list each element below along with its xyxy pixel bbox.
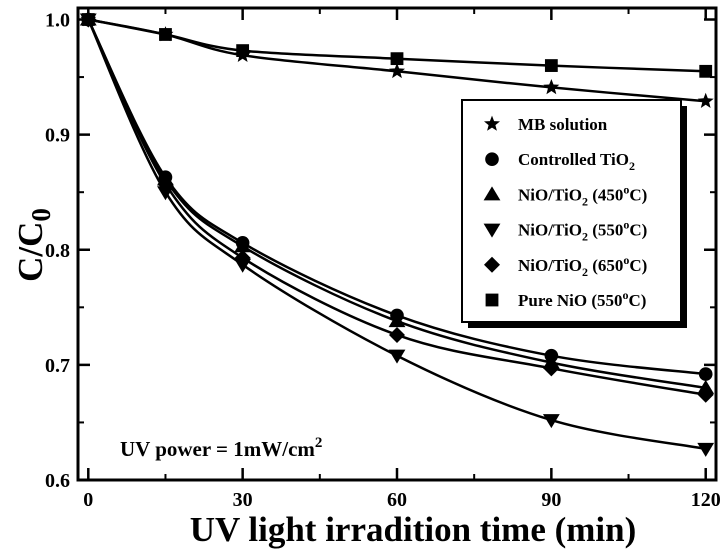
series-layer [79,11,715,457]
data-point [544,59,558,72]
legend-marker [484,115,500,131]
legend-marker [485,152,499,166]
legend-entry-label: NiO/TiO2 (450oC) [518,182,647,208]
legend-entry-label: MB solution [518,115,608,134]
y-axis-title-sub: 0 [26,208,56,222]
x-tick-label: 0 [83,489,93,511]
legend-marker [483,223,501,238]
data-point [543,79,560,95]
series-line [87,18,706,390]
data-point [157,176,174,193]
data-point [234,238,252,253]
y-axis-title-main: C/C [11,222,50,282]
data-point [542,414,560,429]
x-tick-label: 60 [387,489,407,511]
data-point [699,64,713,78]
data-point [390,52,404,66]
data-point [236,44,250,57]
legend-entry-label: NiO/TiO2 (550oC) [518,218,647,244]
data-point [389,326,405,343]
legend-marker [485,293,499,307]
y-tick-label: 0.6 [45,470,70,492]
legend-marker [483,186,501,201]
y-axis-title: C/C0 [11,208,56,282]
legend: MB solution Controlled TiO2 NiO/TiO2 (450o… [461,99,687,328]
data-point [698,367,713,381]
legend-box [461,99,682,323]
legend-entry-label: Controlled TiO2 [518,150,635,173]
data-point [697,442,715,457]
data-point [697,92,714,108]
data-point [159,28,172,41]
x-tick-label: 90 [541,489,561,511]
data-point [697,386,714,403]
axis-ticks: 0 30 60 90 120 0.6 0.7 0.8 0.9 1.0 [45,8,721,511]
data-point [389,62,405,79]
data-point [543,360,560,377]
annotation-text: UV power = 1mW/cm [120,437,315,461]
series-6 [81,13,713,78]
annotation-sup: 2 [315,435,323,451]
data-point [388,349,406,364]
x-axis-title: UV light irradition time (min) [190,510,637,549]
x-tick-label: 30 [233,489,253,511]
legend-entry-label: NiO/TiO2 (650oC) [518,253,647,279]
series-line [87,18,706,451]
data-point [81,13,95,26]
y-tick-label: 0.8 [45,240,70,262]
legend-entry-label: Pure NiO (550oC) [518,288,646,310]
series-line [87,18,706,397]
y-tick-label: 0.9 [45,125,70,147]
uv-power-annotation: UV power = 1mW/cm2 [120,435,322,461]
y-tick-label: 0.7 [45,355,70,377]
x-tick-label: 120 [691,489,721,511]
y-tick-label: 1.0 [45,10,70,32]
data-point [388,313,406,328]
legend-marker [484,256,500,273]
data-point [234,249,251,266]
